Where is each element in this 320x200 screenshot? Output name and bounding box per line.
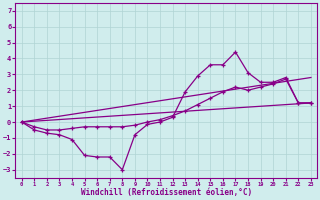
X-axis label: Windchill (Refroidissement éolien,°C): Windchill (Refroidissement éolien,°C) [81,188,252,197]
